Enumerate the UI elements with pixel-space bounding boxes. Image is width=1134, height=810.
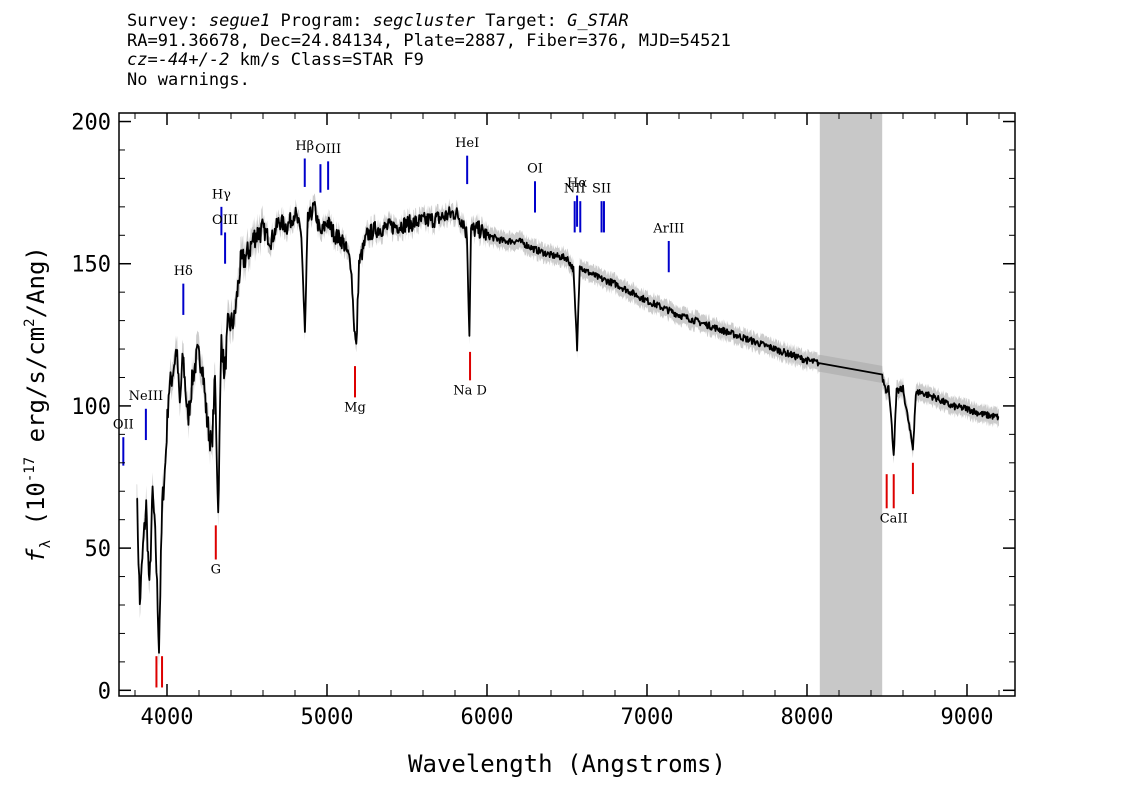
y-axis-mid: erg/s/cm: [22, 327, 50, 457]
header-line-3: cz=-44+/-2 km/s Class=STAR F9: [127, 50, 731, 71]
emission-line-label-5: Hβ: [295, 139, 314, 154]
target-value: G_STAR: [567, 11, 629, 31]
emission-line-label-9: OI: [527, 162, 543, 177]
y-axis-lambda: λ: [38, 540, 54, 548]
emission-line-label-1: NeIII: [129, 389, 163, 404]
y-axis-exp: -17: [22, 457, 38, 482]
header-line-2: RA=91.36678, Dec=24.84134, Plate=2887, F…: [127, 30, 731, 51]
emission-line-label-15: ArIII: [652, 221, 684, 236]
redshift-value: cz=-44+/-2: [127, 50, 230, 70]
x-tick-label: 7000: [621, 705, 674, 730]
emission-line-label-10: NII: [564, 182, 586, 197]
spectrum-line-layer: [136, 200, 1000, 654]
header-line-1: Survey: segue1 Program: segcluster Targe…: [127, 11, 731, 32]
target-label: Target:: [475, 11, 568, 31]
plot-frame: [118, 112, 1016, 697]
absorption-line-label-4: Na D: [453, 384, 487, 399]
survey-label: Survey:: [127, 11, 209, 31]
y-tick-label: 0: [98, 679, 111, 704]
x-tick-label: 5000: [301, 705, 354, 730]
y-axis-f: f: [22, 548, 50, 563]
y-tick-label: 200: [71, 111, 111, 136]
x-axis-title: Wavelength (Angstroms): [408, 750, 726, 778]
absorption-line-label-6: CaII: [880, 512, 908, 527]
x-tick-label: 4000: [141, 705, 194, 730]
axis-ticks-layer: 4000 5000 6000 7000 8000 9000 0 50 100 150 200: [71, 111, 1015, 730]
x-tick-label: 9000: [941, 705, 994, 730]
y-axis-title: fλ (10-17 erg/s/cm2/Ang): [22, 246, 54, 563]
header-line-4: No warnings.: [127, 69, 250, 90]
spectrum-header: Survey: segue1 Program: segcluster Targe…: [127, 11, 731, 90]
x-tick-label: 8000: [781, 705, 834, 730]
y-tick-label: 100: [71, 395, 111, 420]
y-axis-post: /Ang): [22, 246, 50, 318]
y-tick-label: 50: [85, 537, 112, 562]
survey-value: segue1: [208, 11, 271, 31]
emission-line-label-2: Hδ: [174, 264, 193, 279]
emission-line-label-7: OIII: [315, 142, 341, 157]
masked-region: [819, 113, 883, 696]
x-tick-label: 6000: [461, 705, 514, 730]
emission-line-label-3: Hγ: [212, 187, 231, 202]
masked-region-layer: [819, 113, 883, 696]
emission-line-label-13: SII: [592, 182, 611, 197]
program-value: segcluster: [372, 11, 476, 31]
emission-line-label-4: OIII: [212, 213, 238, 228]
y-axis-exp2: 2: [22, 318, 38, 326]
y-axis-pre: (10: [22, 482, 50, 540]
y-tick-label: 150: [71, 253, 111, 278]
absorption-line-label-2: G: [211, 563, 221, 578]
emission-line-label-0: OII: [113, 418, 134, 433]
spectrum-line: [136, 200, 1000, 654]
emission-line-label-11: Hα: [567, 176, 587, 191]
absorption-line-label-3: Mg: [344, 401, 366, 416]
emission-line-label-8: HeI: [455, 136, 479, 151]
class-info: km/s Class=STAR F9: [229, 50, 424, 70]
program-label: Program:: [270, 11, 373, 31]
